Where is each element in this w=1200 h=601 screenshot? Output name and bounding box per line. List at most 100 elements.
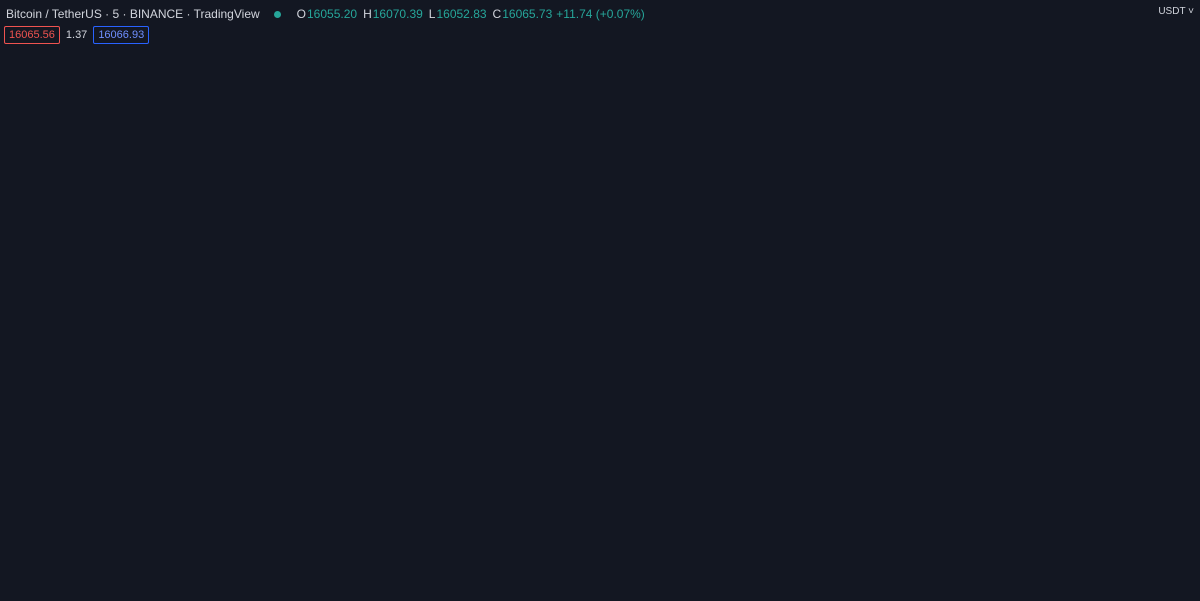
candle-body	[254, 289, 257, 293]
candle-body	[264, 297, 266, 301]
candle-body	[36, 191, 38, 196]
candle-body	[317, 299, 319, 312]
candle-body	[72, 190, 74, 194]
market-status-dot-icon	[273, 10, 281, 18]
candle-body	[453, 343, 456, 345]
open-label: O	[296, 7, 306, 21]
candle-body	[612, 457, 614, 466]
candle-body	[309, 326, 312, 341]
candle-body	[660, 468, 662, 482]
candle-body	[422, 379, 425, 382]
candle-body	[595, 380, 597, 382]
candle-body	[432, 362, 434, 365]
candle-body	[854, 466, 857, 468]
trade-panel: 16065.56 1.37 16066.93	[4, 26, 150, 44]
buy-button[interactable]: 16066.93	[93, 26, 150, 44]
candle-body	[312, 317, 314, 327]
currency-label: USDT	[1158, 6, 1186, 17]
candle-body	[756, 416, 758, 421]
candle-body	[213, 301, 216, 303]
candle-body	[955, 306, 957, 310]
candle-body	[461, 340, 463, 342]
candle-body	[645, 450, 648, 458]
candle-body	[65, 186, 67, 190]
candle-body	[545, 353, 547, 363]
candle-body	[355, 317, 357, 323]
price-tick-label: 15500.00	[1152, 532, 1194, 543]
candle-body	[876, 470, 878, 476]
candle-body	[931, 439, 933, 442]
candle-body	[773, 418, 775, 420]
candle-body	[607, 447, 609, 470]
candle-body	[209, 297, 211, 299]
candle-body	[705, 391, 708, 396]
candle-body	[557, 372, 559, 376]
candle-body	[888, 458, 890, 465]
sketch-not-good	[725, 47, 911, 166]
currency-selector[interactable]: USDT ˅	[1158, 6, 1194, 17]
candle-body	[657, 481, 660, 493]
candle-body	[929, 441, 931, 449]
candle-body	[701, 399, 703, 402]
candle-body	[950, 308, 953, 323]
candle-body	[830, 472, 833, 476]
candle-body	[715, 402, 717, 407]
candle-body	[398, 358, 401, 366]
candle-body	[518, 299, 521, 308]
candle-body	[763, 415, 765, 419]
candle-body	[617, 444, 619, 451]
symbol-title[interactable]: Bitcoin / TetherUS · 5 · BINANCE · Tradi…	[6, 7, 260, 21]
candle-body	[480, 318, 482, 326]
price-tick-label: 16400.00	[1152, 246, 1194, 257]
candle-body	[446, 346, 449, 350]
candle-body	[957, 304, 960, 310]
candle-body	[96, 197, 98, 199]
candle-body	[703, 391, 705, 400]
close-icon	[689, 367, 709, 387]
candle-body	[672, 441, 674, 446]
price-axis[interactable]: 17100.00 17000.00 16900.00 16800.00 16700.00…	[1152, 24, 1194, 575]
candle-body	[528, 317, 530, 319]
candle-body	[237, 298, 240, 300]
candle-body	[451, 344, 453, 346]
candle-body	[141, 182, 144, 187]
candle-body	[571, 373, 573, 375]
candle-body	[437, 352, 439, 359]
candle-body	[895, 449, 897, 455]
candle-body	[641, 431, 643, 436]
candle-body	[357, 322, 360, 328]
candle-body	[319, 299, 321, 301]
candle-body	[326, 304, 329, 309]
candle-body	[585, 372, 588, 380]
candle-body	[936, 431, 938, 436]
candle-body	[132, 188, 134, 191]
price-tick-label: 16500.00	[1152, 214, 1194, 225]
candle-body	[69, 192, 72, 194]
time-axis[interactable]: 18:00 21 06:00 12:00 18:00 22 06:00 12:00 18:00 2…	[84, 586, 1139, 597]
candle-body	[473, 334, 475, 338]
candle-body	[552, 369, 554, 371]
candle-body	[962, 306, 965, 320]
candle-body	[619, 432, 621, 445]
candle-body	[900, 453, 902, 459]
candle-body	[245, 294, 247, 298]
sell-button[interactable]: 16065.56	[4, 26, 60, 44]
candle-body	[360, 327, 362, 334]
candle-body	[593, 376, 595, 382]
countdown-label: 04:44	[1154, 350, 1179, 361]
candle-body	[917, 464, 919, 466]
candle-body	[489, 295, 492, 299]
candle-body	[410, 368, 413, 376]
gear-icon[interactable]	[1185, 585, 1195, 595]
candle-body	[540, 342, 542, 353]
candle-body	[897, 449, 900, 454]
candle-body	[108, 195, 110, 201]
candle-body	[655, 492, 657, 495]
candle-body	[662, 457, 665, 469]
candle-body	[847, 468, 849, 471]
candle-body	[727, 413, 729, 421]
candle-body	[811, 456, 813, 462]
candle-body	[463, 340, 465, 344]
candle-body	[158, 195, 161, 201]
